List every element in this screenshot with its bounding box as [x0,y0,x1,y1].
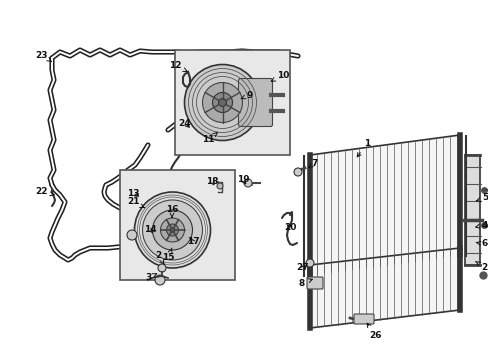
Text: 6: 6 [475,239,487,248]
Text: 21: 21 [126,198,144,208]
Circle shape [244,179,251,187]
Text: 16: 16 [165,206,178,217]
Circle shape [142,200,202,260]
FancyBboxPatch shape [353,314,373,324]
Bar [175,50,289,155]
Text: 24: 24 [178,118,191,127]
Circle shape [160,218,184,242]
Text: 14: 14 [143,225,156,234]
Text: 9: 9 [241,90,253,99]
Circle shape [217,183,223,189]
Bar [464,155,479,265]
Text: 10: 10 [271,71,288,81]
Text: 25: 25 [475,261,488,273]
Circle shape [184,64,260,140]
FancyBboxPatch shape [238,78,272,126]
Circle shape [152,210,192,250]
Circle shape [166,224,178,236]
Polygon shape [309,135,459,275]
Text: 22: 22 [36,188,54,197]
Text: 3: 3 [144,274,156,283]
Text: 18: 18 [205,177,218,186]
Text: 13: 13 [126,189,139,198]
Bar [120,170,235,280]
Text: 11: 11 [202,132,217,144]
FancyBboxPatch shape [306,277,323,289]
Circle shape [305,259,313,267]
Polygon shape [309,248,459,328]
Circle shape [155,275,164,285]
Circle shape [202,82,242,122]
Circle shape [134,192,210,268]
Text: 4: 4 [475,220,487,230]
Text: 2: 2 [155,251,164,265]
Text: 5: 5 [475,194,487,202]
Circle shape [127,230,137,240]
Text: 7: 7 [308,158,318,167]
Circle shape [158,264,165,272]
Circle shape [293,168,302,176]
Text: 17: 17 [186,238,199,247]
Text: 15: 15 [162,248,174,262]
Text: 20: 20 [283,224,296,233]
Text: 26: 26 [366,323,381,339]
Text: 12: 12 [168,60,187,72]
Text: 27: 27 [296,264,309,273]
Circle shape [212,93,232,112]
Text: 1: 1 [357,139,369,157]
Text: 8: 8 [298,279,312,288]
Text: 23: 23 [36,50,51,62]
Circle shape [218,99,226,107]
Text: 19: 19 [236,175,249,184]
Circle shape [170,228,174,232]
